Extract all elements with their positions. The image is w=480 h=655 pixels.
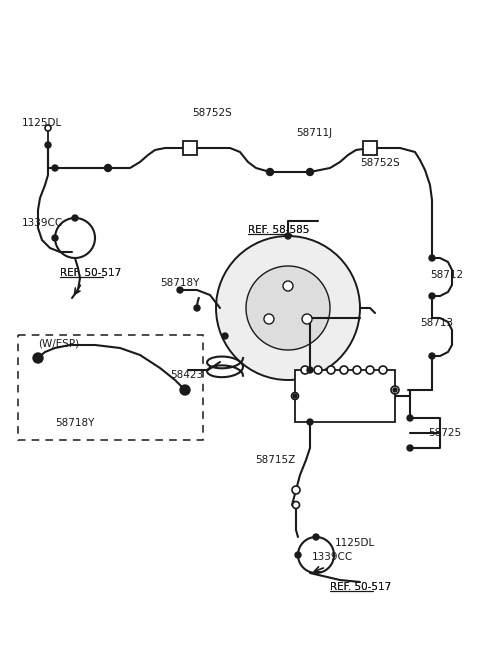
Circle shape (292, 502, 300, 508)
Circle shape (307, 367, 313, 373)
Circle shape (307, 168, 313, 176)
Circle shape (52, 235, 58, 241)
Bar (363, 141, 377, 155)
Circle shape (393, 388, 397, 392)
Text: 58712: 58712 (430, 270, 463, 280)
Circle shape (45, 142, 51, 148)
Text: 58715Z: 58715Z (255, 455, 295, 465)
Circle shape (301, 366, 309, 374)
Text: 58752S: 58752S (360, 158, 400, 168)
Circle shape (429, 353, 435, 359)
Circle shape (391, 386, 399, 394)
Text: 58725: 58725 (428, 428, 461, 438)
Circle shape (105, 164, 111, 172)
Circle shape (291, 392, 299, 400)
Circle shape (180, 385, 190, 395)
Circle shape (246, 266, 330, 350)
Circle shape (366, 366, 374, 374)
Circle shape (293, 502, 299, 508)
Text: REF. 50-517: REF. 50-517 (330, 582, 391, 592)
Text: 58713: 58713 (420, 318, 453, 328)
Text: (W/ESP): (W/ESP) (38, 338, 79, 348)
Circle shape (222, 333, 228, 339)
Text: 58423: 58423 (170, 370, 203, 380)
Circle shape (292, 486, 300, 494)
Text: 1339CC: 1339CC (22, 218, 63, 228)
Bar (183, 141, 197, 155)
Circle shape (295, 552, 301, 558)
Text: REF. 58-585: REF. 58-585 (248, 225, 310, 235)
Circle shape (33, 353, 43, 363)
Text: REF. 50-517: REF. 50-517 (60, 268, 121, 278)
Text: REF. 58-585: REF. 58-585 (248, 225, 310, 235)
Circle shape (314, 366, 322, 374)
Text: 1125AD: 1125AD (356, 392, 397, 402)
Text: 1125DL: 1125DL (22, 118, 62, 128)
Text: 58718Y: 58718Y (160, 278, 199, 288)
Circle shape (52, 165, 58, 171)
Circle shape (429, 255, 435, 261)
Circle shape (264, 314, 274, 324)
Circle shape (285, 233, 291, 239)
Circle shape (307, 419, 313, 425)
Circle shape (429, 293, 435, 299)
Circle shape (407, 445, 413, 451)
Circle shape (266, 168, 274, 176)
Circle shape (72, 215, 78, 221)
Circle shape (293, 394, 297, 398)
Bar (18, 335, 203, 440)
Circle shape (407, 415, 413, 421)
Circle shape (340, 366, 348, 374)
Bar (295, 370, 395, 422)
Text: 58752S: 58752S (192, 108, 232, 118)
Circle shape (283, 281, 293, 291)
Text: REF. 50-517: REF. 50-517 (60, 268, 121, 278)
Circle shape (302, 314, 312, 324)
Circle shape (379, 366, 387, 374)
Text: 1339CC: 1339CC (312, 552, 353, 562)
Circle shape (353, 366, 361, 374)
Circle shape (177, 287, 183, 293)
Circle shape (327, 366, 335, 374)
Text: 58718Y: 58718Y (55, 418, 95, 428)
Circle shape (313, 534, 319, 540)
Text: REF. 50-517: REF. 50-517 (330, 582, 391, 592)
Text: 1125DL: 1125DL (335, 538, 375, 548)
Circle shape (216, 236, 360, 380)
Circle shape (194, 305, 200, 311)
Text: 58711J: 58711J (296, 128, 332, 138)
Circle shape (45, 125, 51, 131)
